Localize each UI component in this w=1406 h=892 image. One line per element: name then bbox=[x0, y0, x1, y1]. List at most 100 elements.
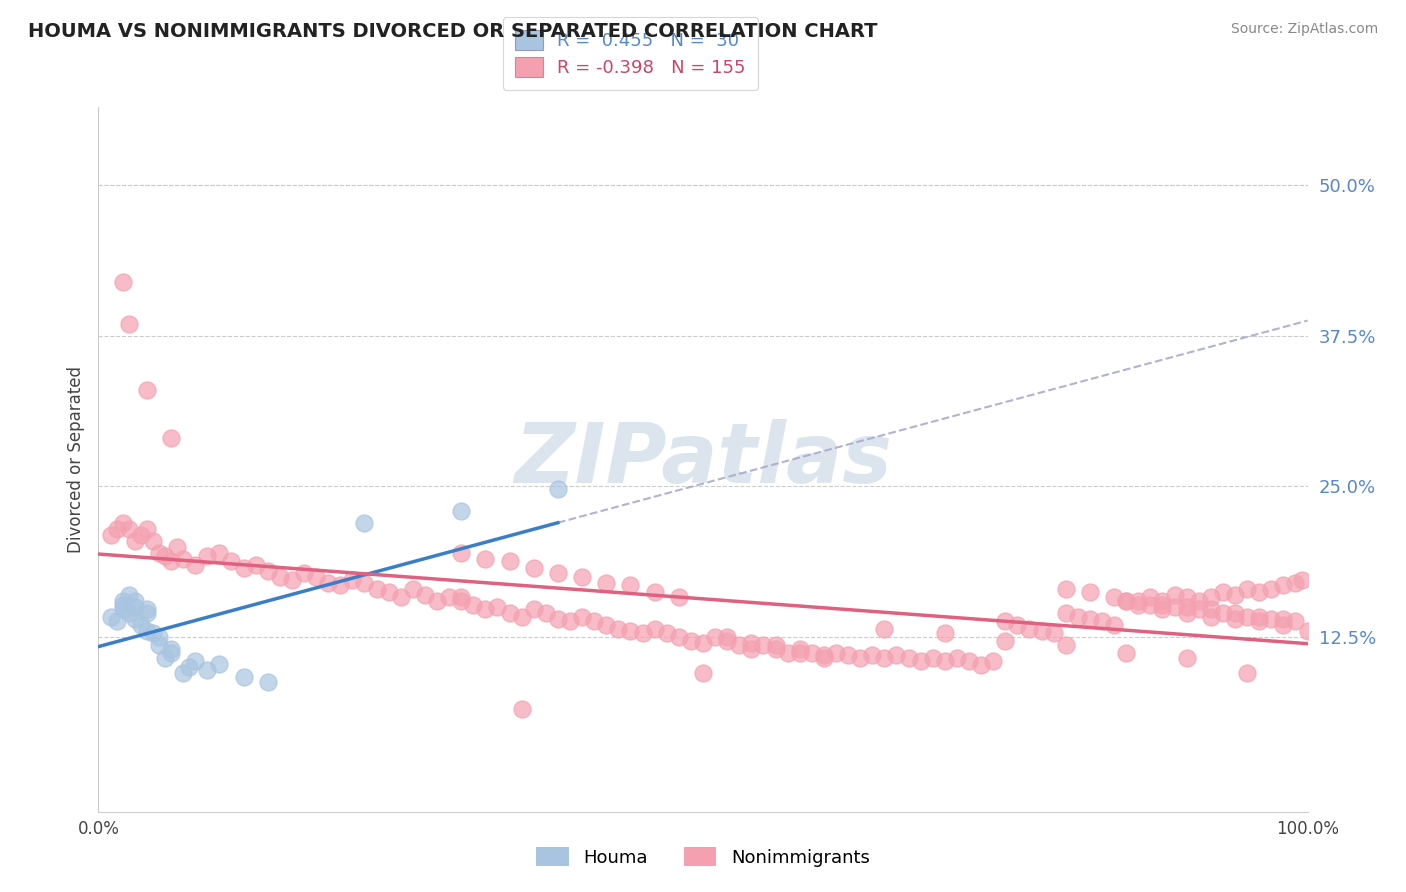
Point bbox=[692, 666, 714, 681]
Point bbox=[1272, 618, 1295, 632]
Point bbox=[873, 622, 896, 636]
Point bbox=[1223, 588, 1246, 602]
Point bbox=[1031, 624, 1053, 638]
Point bbox=[160, 646, 183, 660]
Point bbox=[860, 648, 883, 662]
Y-axis label: Divorced or Separated: Divorced or Separated bbox=[66, 366, 84, 553]
Point bbox=[498, 606, 520, 620]
Point bbox=[558, 615, 581, 629]
Point bbox=[256, 674, 278, 689]
Point bbox=[111, 516, 134, 530]
Point bbox=[172, 551, 194, 566]
Point bbox=[256, 564, 278, 578]
Point bbox=[1102, 618, 1125, 632]
Point bbox=[172, 666, 194, 681]
Point bbox=[148, 639, 170, 653]
Point bbox=[523, 561, 546, 575]
Point bbox=[208, 546, 231, 560]
Point bbox=[776, 646, 799, 660]
Point bbox=[1115, 594, 1137, 608]
Point bbox=[111, 598, 134, 612]
Point bbox=[105, 615, 128, 629]
Point bbox=[886, 648, 908, 662]
Point bbox=[118, 317, 141, 331]
Point bbox=[342, 574, 364, 588]
Point bbox=[631, 626, 654, 640]
Point bbox=[837, 648, 859, 662]
Point bbox=[619, 624, 641, 638]
Point bbox=[160, 554, 183, 568]
Point bbox=[571, 570, 593, 584]
Point bbox=[934, 654, 956, 668]
Point bbox=[934, 626, 956, 640]
Point bbox=[142, 626, 165, 640]
Text: ZIPatlas: ZIPatlas bbox=[515, 419, 891, 500]
Point bbox=[957, 654, 980, 668]
Point bbox=[353, 516, 375, 530]
Point bbox=[534, 606, 557, 620]
Point bbox=[281, 574, 304, 588]
Point bbox=[450, 591, 472, 605]
Point bbox=[1175, 650, 1198, 665]
Point bbox=[221, 554, 243, 568]
Point bbox=[292, 566, 315, 581]
Point bbox=[426, 594, 449, 608]
Point bbox=[994, 633, 1017, 648]
Point bbox=[1175, 599, 1198, 614]
Point bbox=[510, 702, 533, 716]
Text: HOUMA VS NONIMMIGRANTS DIVORCED OR SEPARATED CORRELATION CHART: HOUMA VS NONIMMIGRANTS DIVORCED OR SEPAR… bbox=[28, 22, 877, 41]
Point bbox=[142, 533, 165, 548]
Point bbox=[184, 654, 207, 668]
Point bbox=[1163, 588, 1185, 602]
Point bbox=[160, 642, 183, 657]
Point bbox=[474, 551, 496, 566]
Point bbox=[510, 609, 533, 624]
Point bbox=[849, 650, 872, 665]
Point bbox=[124, 594, 146, 608]
Legend: Houma, Nonimmigrants: Houma, Nonimmigrants bbox=[529, 840, 877, 874]
Point bbox=[1236, 609, 1258, 624]
Point bbox=[981, 654, 1004, 668]
Point bbox=[946, 650, 969, 665]
Point bbox=[105, 522, 128, 536]
Point bbox=[668, 630, 690, 644]
Point bbox=[135, 602, 157, 616]
Point bbox=[595, 618, 617, 632]
Point bbox=[1199, 591, 1222, 605]
Point bbox=[1163, 599, 1185, 614]
Point bbox=[111, 594, 134, 608]
Point bbox=[1152, 602, 1174, 616]
Point bbox=[607, 622, 630, 636]
Point bbox=[486, 599, 509, 614]
Point bbox=[547, 612, 569, 626]
Point bbox=[547, 566, 569, 581]
Point bbox=[316, 575, 339, 590]
Point bbox=[800, 646, 823, 660]
Point bbox=[305, 570, 328, 584]
Point bbox=[716, 633, 738, 648]
Point bbox=[100, 527, 122, 541]
Point bbox=[153, 650, 176, 665]
Point bbox=[910, 654, 932, 668]
Point bbox=[1054, 606, 1077, 620]
Point bbox=[1139, 591, 1161, 605]
Point bbox=[135, 522, 157, 536]
Point bbox=[1128, 594, 1150, 608]
Point bbox=[1199, 602, 1222, 616]
Point bbox=[184, 558, 207, 572]
Point bbox=[135, 624, 157, 638]
Text: Source: ZipAtlas.com: Source: ZipAtlas.com bbox=[1230, 22, 1378, 37]
Point bbox=[1272, 578, 1295, 592]
Point bbox=[716, 630, 738, 644]
Point bbox=[135, 383, 157, 397]
Point bbox=[1188, 602, 1211, 616]
Point bbox=[1291, 574, 1313, 588]
Point bbox=[148, 630, 170, 644]
Point bbox=[118, 588, 141, 602]
Point bbox=[118, 606, 141, 620]
Point bbox=[1236, 666, 1258, 681]
Point bbox=[329, 578, 352, 592]
Point bbox=[813, 648, 835, 662]
Point bbox=[1128, 598, 1150, 612]
Point bbox=[1249, 585, 1271, 599]
